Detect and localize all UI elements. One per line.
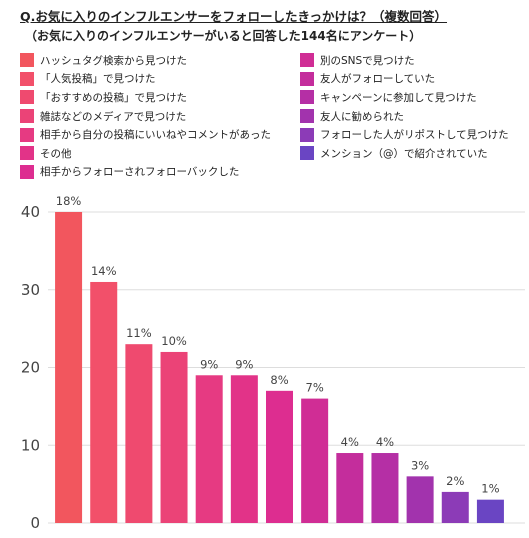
bar-data-label: 4%	[341, 435, 359, 449]
bar	[371, 453, 399, 523]
legend-swatch	[300, 90, 314, 105]
y-tick-label: 20	[21, 359, 40, 377]
legend-label: ハッシュタグ検索から見つけた	[40, 54, 187, 67]
bar	[336, 453, 364, 523]
legend-swatch	[20, 53, 34, 68]
bar	[406, 476, 434, 523]
bar	[266, 390, 293, 523]
legend-label: 相手から自分の投稿にいいねやコメントがあった	[40, 129, 271, 142]
bar-data-label: 10%	[161, 334, 187, 348]
y-tick-label: 0	[30, 514, 40, 532]
y-tick-label: 30	[21, 281, 40, 299]
bar	[441, 491, 469, 523]
legend-label: フォローした人がリポストして見つけた	[320, 129, 509, 142]
legend-swatch	[20, 127, 34, 142]
legend-label: 「人気投稿」で見つけた	[40, 73, 156, 86]
legend-label: 友人に勧められた	[320, 110, 404, 123]
legend-label: 別のSNSで見つけた	[320, 54, 415, 67]
legend-item: その他	[20, 144, 271, 163]
legend-label: メンション（@）で紹介されていた	[320, 147, 488, 160]
legend-swatch	[20, 109, 34, 124]
legend-column-1: ハッシュタグ検索から見つけた 「人気投稿」で見つけた「おすすめの投稿」で見つけた雑…	[20, 51, 271, 181]
y-tick-label: 40	[21, 203, 40, 221]
legend-item: 相手からフォローされフォローバックした	[20, 163, 271, 182]
legend-item: 友人がフォローしていた	[300, 70, 509, 89]
legend-item: 「おすすめの投稿」で見つけた	[20, 88, 271, 107]
bar	[301, 398, 329, 523]
legend-swatch	[300, 71, 314, 86]
legend-label: 相手からフォローされフォローバックした	[40, 166, 240, 179]
bar-data-label: 3%	[411, 458, 429, 472]
legend-label: 友人がフォローしていた	[320, 73, 436, 86]
bar	[160, 351, 188, 523]
legend-item: 相手から自分の投稿にいいねやコメントがあった	[20, 125, 271, 144]
legend-swatch	[20, 71, 34, 86]
chart-subtitle: （お気に入りのインフルエンサーがいると回答した144名にアンケート）	[25, 29, 422, 43]
legend-item: 別のSNSで見つけた	[300, 51, 509, 70]
legend-item: ハッシュタグ検索から見つけた	[20, 51, 271, 70]
legend-item: フォローした人がリポストして見つけた	[300, 125, 509, 144]
legend-item: メンション（@）で紹介されていた	[300, 144, 509, 163]
legend-swatch	[300, 53, 314, 68]
legend-label: 「おすすめの投稿」で見つけた	[40, 91, 187, 104]
chart-title: Q.お気に入りのインフルエンサーをフォローしたきっかけは？（複数回答）	[20, 9, 448, 24]
legend-swatch	[300, 127, 314, 142]
bar	[55, 212, 83, 523]
legend-label: キャンペーンに参加して見つけた	[320, 91, 477, 104]
bar-data-label: 18%	[56, 194, 82, 208]
bar-data-label: 2%	[446, 474, 464, 488]
bar-data-label: 9%	[235, 357, 253, 371]
legend-column-2: 別のSNSで見つけた友人がフォローしていたキャンペーンに参加して見つけた 友人に勧…	[300, 51, 509, 163]
legend-item: 友人に勧められた	[300, 107, 509, 126]
bar-data-label: 8%	[270, 373, 288, 387]
bar-data-label: 11%	[126, 326, 152, 340]
legend-item: 雑誌などのメディアで見つけた	[20, 107, 271, 126]
legend-item: 「人気投稿」で見つけた	[20, 70, 271, 89]
bar	[195, 375, 223, 523]
legend-label: その他	[40, 147, 72, 160]
legend-swatch	[20, 146, 34, 161]
legend-swatch	[20, 90, 34, 105]
bar-data-label: 1%	[481, 482, 499, 496]
bar	[90, 281, 118, 523]
bar	[125, 344, 153, 523]
bar-data-label: 7%	[306, 381, 324, 395]
legend-swatch	[300, 146, 314, 161]
legend-swatch	[300, 109, 314, 124]
legend-swatch	[20, 164, 34, 179]
bar-data-label: 9%	[200, 357, 218, 371]
bar	[230, 375, 258, 523]
legend-label: 雑誌などのメディアで見つけた	[40, 110, 187, 123]
bar-data-label: 4%	[376, 435, 394, 449]
bar	[476, 499, 504, 523]
y-tick-label: 10	[21, 436, 40, 454]
legend-item: キャンペーンに参加して見つけた	[300, 88, 509, 107]
bar-data-label: 14%	[91, 264, 117, 278]
